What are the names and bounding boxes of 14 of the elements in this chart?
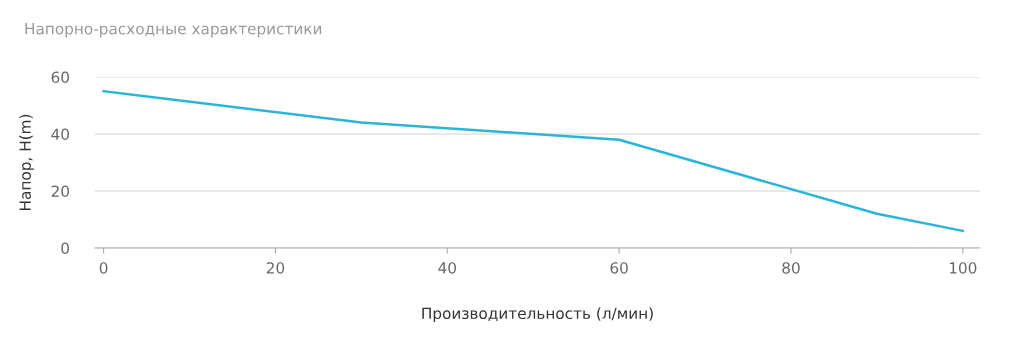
y-tick-label: 20: [51, 185, 69, 198]
x-tick-label: 40: [438, 262, 456, 274]
line-series: [102, 90, 965, 233]
y-tick-label: 0: [61, 242, 69, 255]
x-axis-title: Производительность (л/мин): [422, 307, 653, 323]
x-tick-label: 80: [782, 262, 800, 274]
x-tick-label: 60: [610, 262, 628, 274]
y-tick-label: 60: [51, 71, 69, 84]
y-axis-title: Напор, H(m): [19, 114, 34, 210]
y-tick-label: 40: [51, 128, 69, 141]
x-tick-label: 20: [266, 262, 285, 274]
chart-title: Напорно-расходные характеристики: [25, 23, 322, 38]
x-tick-label: 100: [949, 262, 977, 274]
x-tick-label: 0: [99, 262, 108, 274]
